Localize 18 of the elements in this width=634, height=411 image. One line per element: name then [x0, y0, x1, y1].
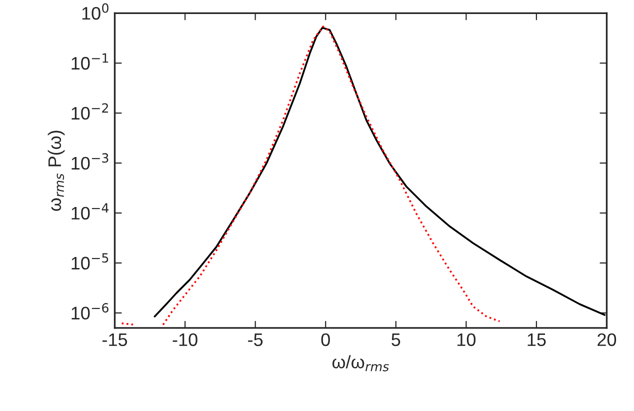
y-tick-label: 10$^{−4}$	[72, 203, 109, 220]
x-tick-label: 5	[392, 334, 400, 346]
x-tick-label: 0	[321, 333, 330, 346]
x-tick-label: -5	[248, 334, 263, 346]
x-axis-title: ω/ω$_{rms}$	[332, 355, 389, 372]
y-tick-label: 10$^{−1}$	[72, 53, 108, 70]
y-tick-label: 10$^{−2}$	[72, 103, 108, 120]
line-series	[154, 26, 606, 318]
x-tick-label: 10	[458, 333, 476, 346]
x-tick-label: 15	[528, 334, 546, 346]
y-tick-label: 10$^{0}$	[82, 3, 108, 20]
y-tick-label: 10$^{−3}$	[72, 153, 108, 170]
y-axis-title: ω$_{rms}$ P(ω)	[48, 130, 65, 211]
x-tick-label: 20	[598, 333, 616, 346]
y-tick-label: 10$^{−6}$	[72, 303, 108, 320]
x-tick-label: -15	[102, 334, 128, 346]
x-tick-label: -10	[172, 333, 198, 346]
y-tick-label: 10$^{−5}$	[72, 253, 108, 270]
